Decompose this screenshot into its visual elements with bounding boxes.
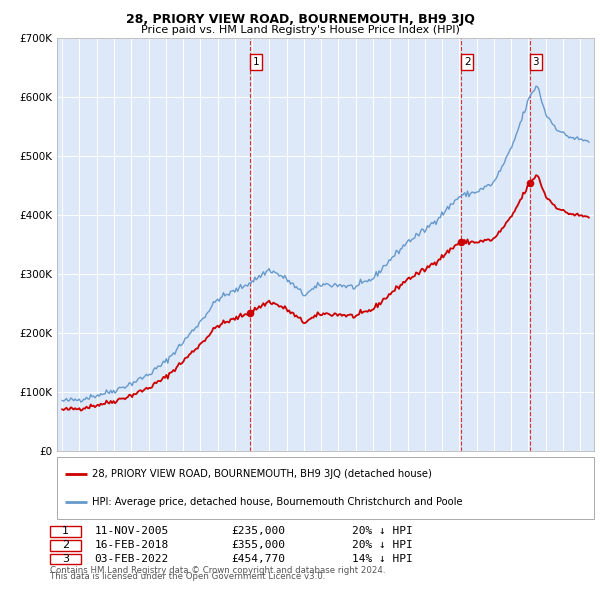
Text: This data is licensed under the Open Government Licence v3.0.: This data is licensed under the Open Gov… [50, 572, 326, 581]
FancyBboxPatch shape [50, 540, 80, 550]
Text: 16-FEB-2018: 16-FEB-2018 [94, 540, 169, 550]
Text: Contains HM Land Registry data © Crown copyright and database right 2024.: Contains HM Land Registry data © Crown c… [50, 566, 386, 575]
Text: £355,000: £355,000 [232, 540, 286, 550]
Text: 3: 3 [62, 554, 69, 564]
Text: 20% ↓ HPI: 20% ↓ HPI [352, 540, 413, 550]
FancyBboxPatch shape [50, 526, 80, 537]
Text: 28, PRIORY VIEW ROAD, BOURNEMOUTH, BH9 3JQ (detached house): 28, PRIORY VIEW ROAD, BOURNEMOUTH, BH9 3… [92, 469, 432, 479]
FancyBboxPatch shape [50, 554, 80, 565]
Text: 11-NOV-2005: 11-NOV-2005 [94, 526, 169, 536]
Text: Price paid vs. HM Land Registry's House Price Index (HPI): Price paid vs. HM Land Registry's House … [140, 25, 460, 35]
Text: 14% ↓ HPI: 14% ↓ HPI [352, 554, 413, 564]
Text: 1: 1 [62, 526, 69, 536]
Text: 1: 1 [253, 57, 259, 67]
Text: 28, PRIORY VIEW ROAD, BOURNEMOUTH, BH9 3JQ: 28, PRIORY VIEW ROAD, BOURNEMOUTH, BH9 3… [125, 13, 475, 26]
Text: 20% ↓ HPI: 20% ↓ HPI [352, 526, 413, 536]
Text: 3: 3 [533, 57, 539, 67]
Text: 2: 2 [464, 57, 470, 67]
Text: 03-FEB-2022: 03-FEB-2022 [94, 554, 169, 564]
Text: 2: 2 [62, 540, 69, 550]
Text: £235,000: £235,000 [232, 526, 286, 536]
Text: HPI: Average price, detached house, Bournemouth Christchurch and Poole: HPI: Average price, detached house, Bour… [92, 497, 463, 507]
Text: £454,770: £454,770 [232, 554, 286, 564]
